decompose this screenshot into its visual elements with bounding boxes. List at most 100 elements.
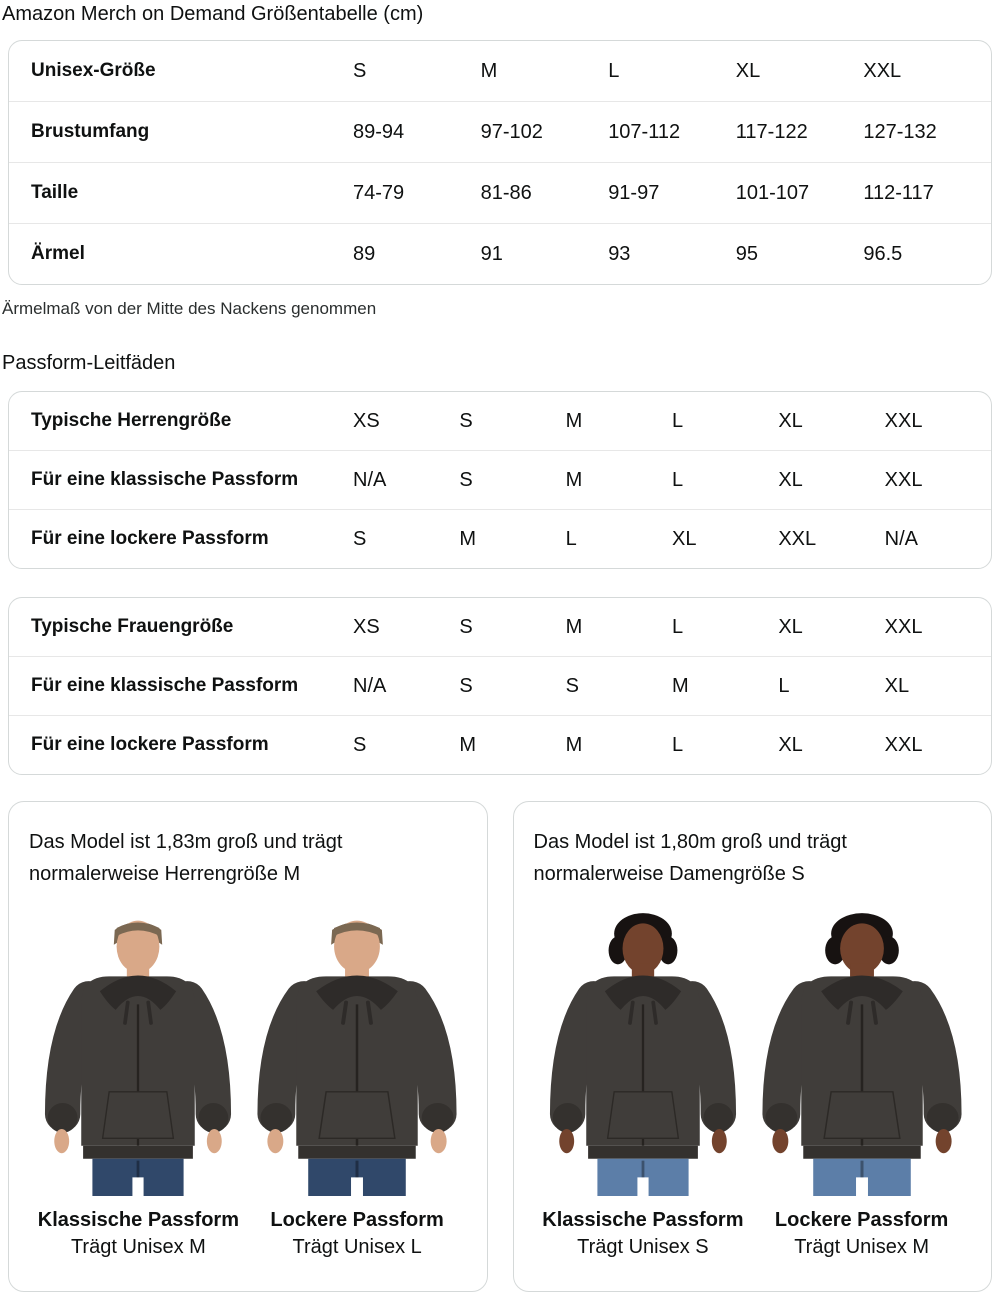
fit-label: Lockere Passform	[270, 1209, 444, 1231]
row-label: Für eine klassische Passform	[31, 469, 299, 490]
fit-cell: M	[459, 528, 476, 550]
measure-cell: 74-79	[353, 182, 405, 204]
fit-cell: L	[565, 528, 577, 550]
fit-cell: S	[459, 469, 473, 491]
fit-label: Klassische Passform	[37, 1209, 239, 1231]
fit-cell: XL	[778, 469, 803, 491]
measure-cell: 101-107	[735, 182, 810, 204]
row-label: Typische Herrengröße	[31, 410, 232, 431]
measure-cell: 81-86	[480, 182, 532, 204]
male-model-classic-photo	[31, 898, 246, 1196]
fit-cell: N/A	[884, 528, 918, 550]
size-label: Trägt Unisex L	[292, 1236, 422, 1258]
fit-cell: XL	[884, 675, 910, 697]
fit-cell: L	[671, 469, 684, 491]
fit-cell: XL	[778, 410, 803, 432]
model-photos-row: Klassische Passform Trägt Unisex M Locke…	[29, 898, 472, 1262]
fit-label: Klassische Passform	[542, 1209, 744, 1231]
table-row: Unisex-Größe S M L XL XXL	[9, 41, 991, 101]
row-label: Unisex-Größe	[31, 60, 156, 81]
table-row: Für eine klassische Passform N/A S M L X…	[9, 450, 991, 509]
model-figure-classic: Klassische Passform Trägt Unisex S	[534, 898, 753, 1262]
model-description: Das Model ist 1,83m groß und trägt norma…	[29, 831, 343, 885]
size-cell: XL	[735, 60, 761, 82]
measure-cell: 107-112	[608, 121, 681, 143]
fit-cell: M	[565, 469, 583, 491]
model-figure-loose: Lockere Passform Trägt Unisex M	[747, 898, 977, 1262]
fit-cell: L	[671, 616, 684, 638]
fit-cell: S	[353, 734, 367, 756]
fit-guides-heading: Passform-Leitfäden	[2, 352, 176, 374]
measure-cell: 91-97	[608, 182, 660, 204]
size-cell: XXL	[863, 60, 902, 82]
fit-cell: L	[671, 734, 684, 756]
size-cell: S	[353, 60, 367, 82]
fit-cell: XS	[353, 616, 380, 638]
row-label: Typische Frauengröße	[31, 616, 234, 637]
row-label: Für eine lockere Passform	[31, 734, 269, 755]
fit-cell: S	[459, 410, 473, 432]
unisex-size-table: Unisex-Größe S M L XL XXL Brustumfang 89…	[8, 40, 992, 285]
size-label: Trägt Unisex M	[70, 1236, 206, 1258]
size-label: Trägt Unisex S	[577, 1236, 709, 1258]
model-cards: Das Model ist 1,83m groß und trägt norma…	[8, 801, 992, 1292]
model-figure-loose: Lockere Passform Trägt Unisex L	[242, 898, 472, 1262]
model-figure-classic: Klassische Passform Trägt Unisex M	[29, 898, 248, 1262]
fit-cell: M	[565, 410, 583, 432]
measure-cell: 93	[608, 243, 631, 265]
female-model-classic-photo	[535, 898, 750, 1196]
fit-cell: XXL	[778, 528, 817, 550]
fit-cell: N/A	[353, 675, 387, 697]
fit-cell: L	[671, 410, 684, 432]
womens-fit-table: Typische Frauengröße XS S M L XL XXL Für…	[8, 597, 992, 775]
fit-cell: S	[353, 528, 367, 550]
fit-cell: M	[565, 734, 583, 756]
measure-cell: 97-102	[480, 121, 543, 143]
fit-cell: XS	[353, 410, 380, 432]
row-label: Ärmel	[31, 243, 85, 264]
measure-cell: 89-94	[353, 121, 405, 143]
page-title: Amazon Merch on Demand Größentabelle (cm…	[2, 3, 424, 25]
fit-cell: XXL	[884, 410, 923, 432]
table-row: Für eine klassische Passform N/A S S M L…	[9, 656, 991, 715]
fit-cell: S	[565, 675, 579, 697]
measure-cell: 117-122	[735, 121, 808, 143]
table-row: Typische Frauengröße XS S M L XL XXL	[9, 598, 991, 656]
fit-cell: S	[459, 675, 473, 697]
measure-cell: 127-132	[863, 121, 937, 143]
fit-cell: S	[459, 616, 473, 638]
size-label: Trägt Unisex M	[794, 1236, 930, 1258]
fit-label: Lockere Passform	[774, 1209, 949, 1231]
fit-cell: XXL	[884, 616, 923, 638]
row-label: Für eine klassische Passform	[31, 675, 299, 696]
measure-cell: 95	[735, 243, 759, 265]
fit-cell: XXL	[884, 469, 923, 491]
row-label: Für eine lockere Passform	[31, 528, 269, 549]
fit-cell: XXL	[884, 734, 923, 756]
row-label: Taille	[31, 182, 79, 203]
table-row: Für eine lockere Passform S M M L XL XXL	[9, 715, 991, 774]
model-photos-row: Klassische Passform Trägt Unisex S Locke…	[534, 898, 977, 1262]
fit-cell: M	[459, 734, 476, 756]
measure-cell: 112-117	[863, 182, 934, 204]
fit-cell: XL	[778, 616, 803, 638]
table-row: Ärmel 89 91 93 95 96.5	[9, 223, 991, 284]
fit-cell: XL	[778, 734, 803, 756]
fit-cell: M	[565, 616, 583, 638]
fit-cell: L	[778, 675, 790, 697]
measure-cell: 91	[480, 243, 503, 265]
measure-cell: 89	[353, 243, 376, 265]
mens-fit-table: Typische Herrengröße XS S M L XL XXL Für…	[8, 391, 992, 569]
table-row: Für eine lockere Passform S M L XL XXL N…	[9, 509, 991, 568]
measure-cell: 96.5	[863, 243, 903, 265]
table-row: Brustumfang 89-94 97-102 107-112 117-122…	[9, 101, 991, 162]
fit-cell: XL	[671, 528, 697, 550]
size-cell: L	[608, 60, 620, 82]
male-model-loose-photo	[242, 898, 472, 1196]
sleeve-measure-note: Ärmelmaß von der Mitte des Nackens genom…	[2, 299, 377, 318]
table-row: Taille 74-79 81-86 91-97 101-107 112-117	[9, 162, 991, 223]
mens-model-card: Das Model ist 1,83m groß und trägt norma…	[8, 801, 488, 1292]
row-label: Brustumfang	[31, 121, 150, 142]
size-cell: M	[480, 60, 498, 82]
